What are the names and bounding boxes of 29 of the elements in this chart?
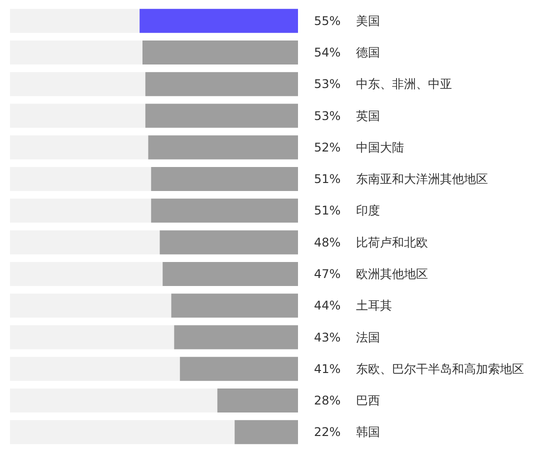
data-label: 44% bbox=[314, 298, 341, 313]
data-label: 51% bbox=[314, 204, 341, 218]
data-label: 55% bbox=[314, 14, 341, 28]
y-tick-label: 中国大陆 bbox=[356, 140, 404, 154]
y-tick-label: 东欧、巴尔干半岛和高加索地区 bbox=[356, 362, 524, 376]
data-label: 41% bbox=[314, 362, 341, 376]
data-label: 47% bbox=[314, 266, 341, 281]
data-label: 43% bbox=[314, 330, 341, 344]
data-label: 54% bbox=[314, 45, 341, 60]
y-tick-label: 巴西 bbox=[356, 394, 380, 408]
data-label: 53% bbox=[314, 77, 341, 92]
data-label: 52% bbox=[314, 140, 341, 154]
y-tick-label: 土耳其 bbox=[356, 298, 392, 313]
data-label: 53% bbox=[314, 108, 341, 123]
y-tick-label: 美国 bbox=[356, 14, 380, 28]
bar bbox=[234, 420, 298, 444]
y-tick-label: 韩国 bbox=[356, 425, 380, 440]
data-label: 48% bbox=[314, 235, 341, 250]
y-tick-label: 德国 bbox=[356, 45, 380, 60]
y-tick-label: 中东、非洲、中亚 bbox=[356, 77, 452, 92]
data-label: 28% bbox=[314, 394, 341, 408]
y-tick-label: 欧洲其他地区 bbox=[356, 266, 428, 281]
data-label: 51% bbox=[314, 172, 341, 186]
data-label: 22% bbox=[314, 425, 341, 440]
y-tick-label: 比荷卢和北欧 bbox=[356, 235, 428, 250]
y-tick-label: 英国 bbox=[356, 108, 380, 123]
y-tick-label: 东南亚和大洋洲其他地区 bbox=[356, 172, 488, 186]
y-tick-label: 印度 bbox=[356, 204, 380, 218]
y-tick-label: 法国 bbox=[356, 330, 380, 344]
